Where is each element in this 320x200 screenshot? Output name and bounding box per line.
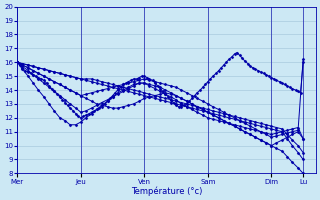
X-axis label: Température (°c): Température (°c) (131, 186, 202, 196)
